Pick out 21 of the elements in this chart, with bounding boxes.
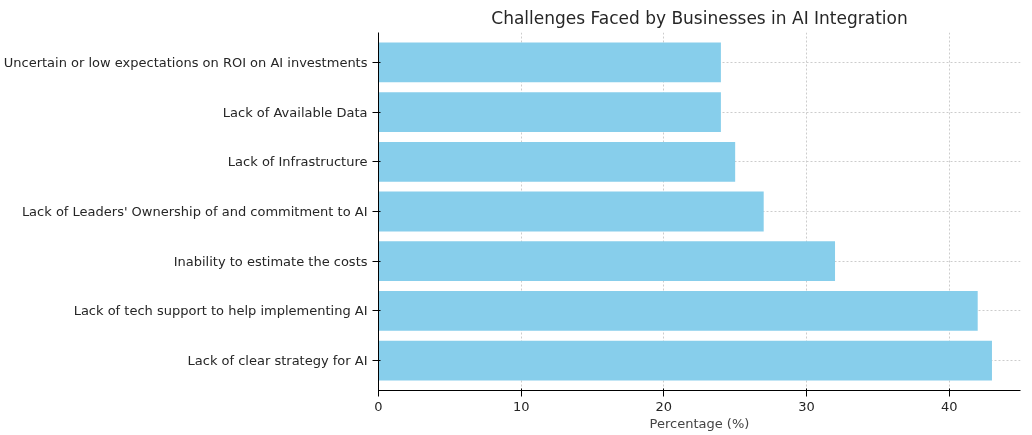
x-tick-label: 40 bbox=[940, 398, 958, 414]
y-tick-label: Lack of Available Data bbox=[222, 104, 368, 120]
x-axis-title: Percentage (%) bbox=[649, 415, 750, 431]
chart-title: Challenges Faced by Businesses in AI Integration bbox=[491, 7, 908, 28]
x-tick-label: 0 bbox=[374, 398, 383, 414]
bar bbox=[378, 241, 836, 282]
bar bbox=[378, 42, 721, 83]
y-tick-label: Lack of tech support to help implementing AI bbox=[73, 303, 368, 319]
bar bbox=[378, 340, 992, 381]
bar bbox=[378, 291, 978, 331]
x-tick-label: 30 bbox=[798, 398, 815, 414]
bar bbox=[378, 92, 721, 132]
bar bbox=[378, 191, 764, 232]
bar bbox=[378, 141, 736, 182]
x-tick-label: 20 bbox=[655, 398, 673, 414]
y-tick-label: Lack of clear strategy for AI bbox=[187, 353, 368, 369]
x-tick-label: 10 bbox=[512, 398, 530, 414]
y-tick-label: Uncertain or low expectations on ROI on AI investments bbox=[3, 54, 368, 70]
y-tick-label: Lack of Infrastructure bbox=[227, 154, 368, 170]
y-tick-label: Lack of Leaders' Ownership of and commitment to AI bbox=[21, 204, 368, 219]
y-tick-label: Inability to estimate the costs bbox=[173, 253, 368, 269]
